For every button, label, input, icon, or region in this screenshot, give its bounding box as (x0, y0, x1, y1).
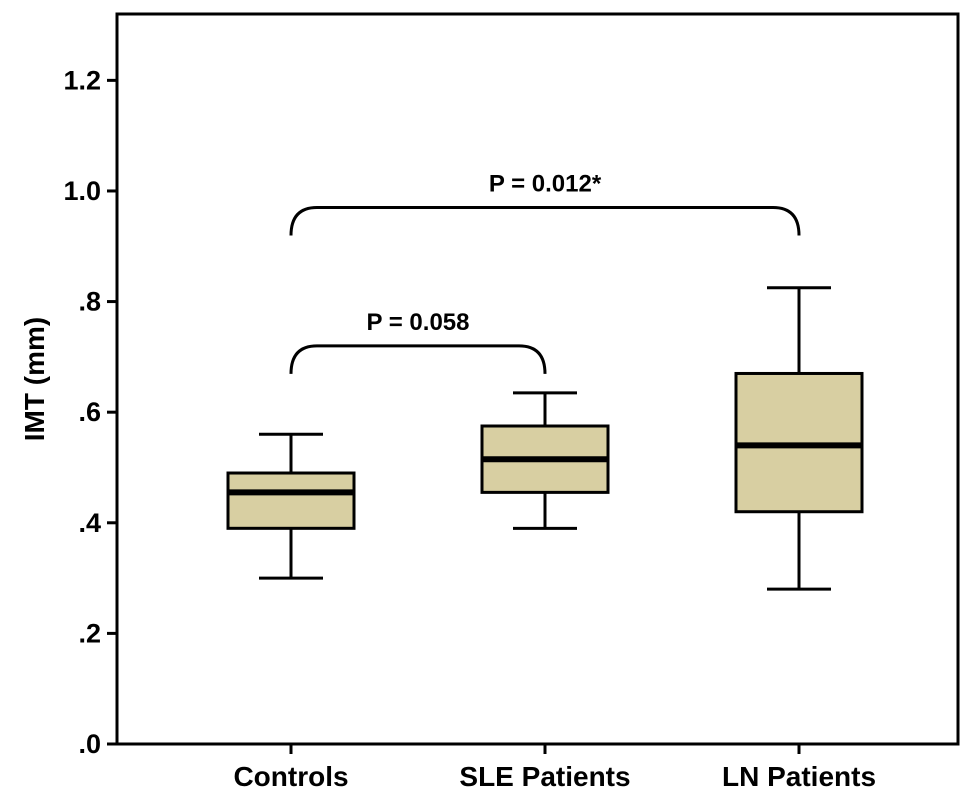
y-axis-title: IMT (mm) (19, 317, 50, 441)
y-tick-label: 1.2 (63, 65, 101, 95)
box-ln-patients (734, 286, 864, 591)
significance-bracket: P = 0.058 (289, 309, 547, 374)
x-category-label: SLE Patients (459, 761, 630, 790)
x-axis-ticks: Controls SLE Patients LN Patients (233, 744, 876, 790)
y-tick-label: 1.0 (63, 176, 101, 206)
interquartile-box (226, 471, 356, 530)
bracket-line (289, 206, 801, 236)
y-tick-label: .6 (78, 397, 101, 427)
bracket-line (289, 344, 547, 374)
box-series (226, 286, 864, 591)
box-controls (226, 432, 356, 580)
plot-frame (115, 12, 960, 746)
x-category-label: Controls (233, 761, 348, 790)
p-value-label: P = 0.012* (489, 171, 602, 198)
significance-bracket: P = 0.012* (289, 171, 801, 236)
y-axis-ticks: .0 .2 .4 .6 .8 1.0 1.2 (63, 65, 117, 759)
significance-annotations: P = 0.058 P = 0.012* (289, 171, 801, 374)
y-tick-label: .0 (78, 729, 101, 759)
box-sle-patients (480, 391, 610, 530)
y-tick-label: .2 (78, 618, 101, 648)
x-category-label: LN Patients (722, 761, 876, 790)
y-tick-label: .4 (78, 508, 101, 538)
y-tick-label: .8 (78, 287, 101, 317)
p-value-label: P = 0.058 (367, 309, 470, 336)
